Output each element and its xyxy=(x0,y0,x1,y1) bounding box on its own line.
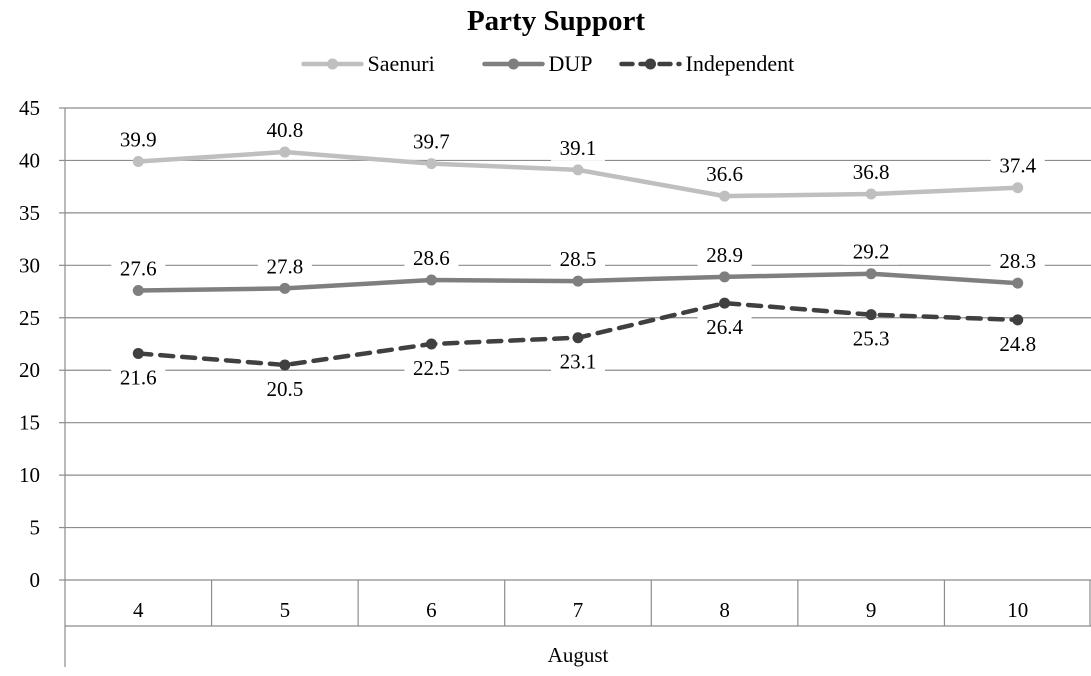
data-point xyxy=(425,338,437,350)
y-tick-label: 40 xyxy=(19,148,40,172)
legend-label: Independent xyxy=(686,51,795,76)
data-label-bg xyxy=(697,163,752,188)
y-tick-label: 10 xyxy=(19,463,40,487)
data-point xyxy=(1012,182,1024,194)
data-point xyxy=(425,274,437,286)
x-tick-label: 7 xyxy=(573,598,584,622)
data-label-bg xyxy=(111,128,166,153)
series-lines: 39.9 40.8 39.7 39.1 36.6 36.8 37.4 27.6 27.8 28.6… xyxy=(111,118,1045,402)
y-tick-label: 25 xyxy=(19,306,40,330)
y-tick-label: 20 xyxy=(19,358,40,382)
y-tick-label: 15 xyxy=(19,411,40,435)
data-label-bg xyxy=(844,240,899,265)
legend-item-independent: Independent xyxy=(619,51,795,76)
chart-title: Party Support xyxy=(467,5,645,37)
data-label: 36.6 xyxy=(706,162,743,186)
gridlines xyxy=(65,107,1091,581)
x-group-label: August xyxy=(548,643,609,667)
data-point xyxy=(865,268,877,280)
data-label: 40.8 xyxy=(266,118,303,142)
data-point xyxy=(572,332,584,344)
y-tick-label: 35 xyxy=(19,201,40,225)
data-label-bg xyxy=(404,130,459,155)
data-label: 39.7 xyxy=(413,130,450,154)
data-point xyxy=(279,282,291,294)
data-label-bg xyxy=(697,316,752,341)
legend-item-dup: DUP xyxy=(482,51,593,76)
data-point xyxy=(132,347,144,359)
data-label-bg xyxy=(697,243,752,268)
x-tick-label: 5 xyxy=(280,598,291,622)
data-label-bg xyxy=(551,350,605,375)
data-label-bg xyxy=(257,377,312,402)
data-point xyxy=(572,164,584,176)
x-tick-label: 8 xyxy=(719,598,730,622)
data-label-bg xyxy=(404,357,459,381)
data-label-bg xyxy=(990,154,1045,179)
data-label: 25.3 xyxy=(853,327,890,351)
data-label: 39.1 xyxy=(560,136,597,160)
data-label-bg xyxy=(990,250,1045,275)
data-label-bg xyxy=(111,257,166,282)
data-label: 29.2 xyxy=(853,240,890,264)
data-label: 28.6 xyxy=(413,246,450,270)
legend-swatch-marker xyxy=(508,58,519,70)
x-tick-label: 6 xyxy=(426,598,437,622)
data-label: 22.5 xyxy=(413,356,450,380)
y-tick-label: 30 xyxy=(19,253,40,277)
data-label: 24.8 xyxy=(999,332,1036,356)
x-tick-label: 9 xyxy=(866,598,877,622)
legend: Saenuri DUP Independent xyxy=(301,51,795,76)
data-point xyxy=(865,188,877,200)
data-label-bg xyxy=(551,136,605,161)
legend-label: DUP xyxy=(549,51,593,76)
x-tick-label: 4 xyxy=(133,598,144,622)
data-label: 26.4 xyxy=(706,315,743,339)
legend-swatch-marker xyxy=(645,58,656,70)
legend-label: Saenuri xyxy=(368,51,435,76)
data-point xyxy=(719,190,731,202)
data-label: 20.5 xyxy=(266,377,303,401)
data-label-bg xyxy=(111,366,166,391)
data-label-bg xyxy=(844,327,899,352)
data-label: 28.5 xyxy=(560,247,597,271)
data-label: 28.3 xyxy=(999,249,1036,273)
data-label-bg xyxy=(257,119,312,144)
data-label: 36.8 xyxy=(853,160,890,184)
data-label: 27.6 xyxy=(120,257,157,281)
data-label: 27.8 xyxy=(266,254,303,278)
data-point xyxy=(279,146,291,158)
legend-swatch-marker xyxy=(327,58,338,70)
data-label: 28.9 xyxy=(706,243,743,267)
data-point xyxy=(1012,314,1024,326)
data-label: 37.4 xyxy=(999,154,1036,178)
data-point xyxy=(132,155,144,167)
data-point xyxy=(572,275,584,287)
data-point xyxy=(425,158,437,170)
data-label-bg xyxy=(551,248,605,273)
data-point xyxy=(132,285,144,297)
data-label: 39.9 xyxy=(120,127,157,151)
data-label-bg xyxy=(844,161,899,186)
data-label-bg xyxy=(257,255,312,280)
data-point xyxy=(1012,277,1024,289)
y-tick-label: 45 xyxy=(19,96,40,120)
data-point xyxy=(719,271,731,283)
x-tick-label: 10 xyxy=(1007,598,1028,622)
data-label-bg xyxy=(404,247,459,272)
data-point xyxy=(279,359,291,371)
data-label: 23.1 xyxy=(560,350,597,374)
y-tick-label: 0 xyxy=(30,568,41,592)
data-point xyxy=(719,297,731,309)
data-point xyxy=(865,309,877,321)
legend-item-saenuri: Saenuri xyxy=(301,51,435,76)
data-label-bg xyxy=(990,332,1045,357)
y-tick-label: 5 xyxy=(30,516,41,540)
data-label: 21.6 xyxy=(120,365,157,389)
